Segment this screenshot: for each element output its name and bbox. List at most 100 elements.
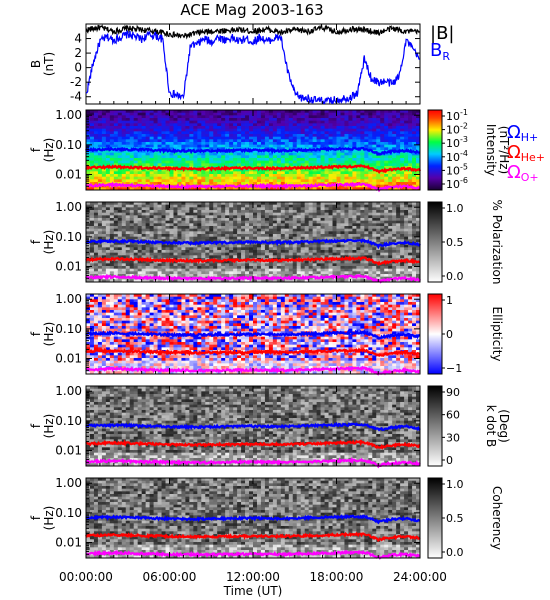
freq-tick-label: 1.00 — [55, 476, 82, 490]
colorbar-tick-base: 10 — [446, 124, 460, 137]
gyro-legend-o-main: Ω — [507, 162, 521, 183]
legend-br-sub: R — [442, 50, 450, 63]
colorbar-tick-exp: -2 — [460, 122, 468, 131]
colorbar — [427, 477, 443, 559]
colorbar-tick-label: 1.0 — [446, 202, 464, 215]
colorbar-tick-base: 1.0 — [446, 202, 464, 215]
colorbar-tick-base: 0.5 — [446, 236, 464, 249]
colorbar-tick-label: 10-4 — [446, 149, 468, 164]
freq-tick-label: 0.01 — [55, 168, 82, 182]
gyro-line-he — [85, 531, 421, 543]
colorbar-tick-base: 0 — [446, 454, 453, 467]
gyro-line-he — [85, 164, 422, 175]
series-line-bmag — [86, 24, 420, 40]
colorbar-label: Coherency — [490, 486, 504, 550]
colorbar-tick-label: 10-1 — [446, 108, 468, 123]
spectral-ylabel: f — [29, 515, 43, 520]
gyro-line-he — [85, 439, 421, 450]
colorbar-tick-base: 0.5 — [446, 512, 464, 525]
freq-tick-label: 1.00 — [55, 384, 82, 398]
colorbar-tick-base: 90 — [446, 386, 460, 399]
freq-tick-label: 0.01 — [55, 536, 82, 550]
spectral-ylabel: f — [29, 331, 43, 336]
x-tick-label: 24:00:00 — [393, 570, 447, 584]
spectral-ylabel: f — [29, 147, 43, 152]
colorbar-tick-base: 0.0 — [446, 546, 464, 559]
colorbar-tick-base: 1 — [446, 294, 453, 307]
colorbar-tick-label: 90 — [446, 386, 460, 399]
colorbar-tick-base: 0 — [446, 328, 453, 341]
gyro-legend-he: ΩHe+ — [507, 142, 545, 164]
spectral-ylabel: f — [29, 239, 43, 244]
colorbar-tick-base: 1.0 — [446, 478, 464, 491]
colorbar-label-unit: (Deg) — [497, 409, 511, 443]
x-tick-label: 18:00:00 — [310, 570, 364, 584]
spectrogram — [86, 478, 421, 559]
colorbar-label: k dot B — [484, 405, 498, 447]
spectral-panel-1: 1.000.100.01f (Hz)10-110-210-310-410-510-… — [29, 108, 511, 193]
colorbar-tick-label: 10-2 — [446, 122, 468, 137]
colorbar-tick-base: 10 — [446, 137, 460, 150]
colorbar-tick-label: −1 — [446, 362, 462, 375]
freq-tick-label: 0.01 — [55, 444, 82, 458]
colorbar-tick-label: 0.5 — [446, 236, 464, 249]
freq-tick-label: 0.10 — [55, 230, 82, 244]
colorbar-tick-label: 1.0 — [446, 478, 464, 491]
spectral-panel-4: 1.00 0.10 0.01 f (Hz) 90 60 30 0 k dot B (Deg) — [29, 384, 511, 469]
series-line-br — [86, 30, 420, 104]
spectral-yunit: (Hz) — [42, 414, 56, 439]
colorbar-tick-label: 0.0 — [446, 546, 464, 559]
x-tick-label: 00:00:00 — [59, 570, 113, 584]
colorbar-tick-exp: -3 — [460, 135, 468, 144]
spectral-panel-5: 1.00 0.10 0.01 f (Hz) 1.0 0.5 0.0 Coherency — [29, 476, 504, 560]
colorbar-tick-label: 0 — [446, 454, 453, 467]
colorbar-tick-exp: -6 — [460, 176, 468, 185]
colorbar-tick-label: 10-3 — [446, 135, 468, 150]
colorbar-tick-exp: -1 — [460, 108, 468, 117]
x-axis: 00:00:00 06:00:00 12:00:00 18:00:00 24:0… — [59, 24, 447, 598]
gyro-legend-o-sub: O+ — [521, 171, 539, 184]
panel1-y-ticks: 420-2-4 — [70, 32, 420, 104]
colorbar-label: Ellipticity — [490, 307, 504, 362]
legend-br: BR — [430, 40, 450, 63]
gyro-legend-h-sub: H+ — [521, 131, 539, 144]
colorbar-tick-label: 10-5 — [446, 162, 468, 177]
colorbar — [427, 385, 443, 467]
gyro-legend: Ω H+ ΩHe+ ΩO+ — [507, 122, 545, 184]
figure-title: ACE Mag 2003-163 — [180, 1, 323, 19]
colorbar-tick-base: 10 — [446, 151, 460, 164]
spectrogram — [86, 294, 421, 375]
panel1-series — [86, 24, 420, 104]
colorbar-label: % Polarization — [490, 200, 504, 285]
freq-tick-label: 0.01 — [55, 260, 82, 274]
colorbar-label: Intensity — [484, 124, 498, 176]
panel1-ylabel: B — [29, 60, 43, 68]
x-tick-label: 06:00:00 — [143, 570, 197, 584]
freq-tick-label: 1.00 — [55, 200, 82, 214]
spectral-yunit: (Hz) — [42, 230, 56, 255]
colorbar-tick-base: 30 — [446, 431, 460, 444]
legend-bmag: |B| — [430, 23, 454, 44]
panel-magnetic-field: 420-2-4 B (nT) |B| BR — [29, 23, 454, 105]
gyro-line-h — [85, 238, 421, 250]
colorbar-tick-base: 60 — [446, 409, 460, 422]
gyro-legend-o: ΩO+ — [507, 162, 539, 184]
gyro-line-he — [85, 255, 421, 266]
colorbar — [427, 293, 443, 375]
colorbar-tick-exp: -4 — [460, 149, 468, 158]
colorbar-tick-base: 10 — [446, 178, 460, 191]
panel1-yunit: (nT) — [42, 52, 56, 76]
freq-tick-label: 1.00 — [55, 108, 82, 122]
gyro-line-he — [85, 347, 421, 358]
colorbar-label-unit: (nT²/Hz) — [497, 126, 511, 174]
freq-tick-label: 0.10 — [55, 138, 82, 152]
spectral-panels: 1.000.100.01f (Hz)10-110-210-310-410-510-… — [29, 108, 511, 560]
colorbar-tick-label: 0.0 — [446, 270, 464, 283]
freq-tick-label: 1.00 — [55, 292, 82, 306]
gyro-line-h — [85, 146, 421, 157]
colorbar-tick-label: 0.5 — [446, 512, 464, 525]
freq-tick-label: 0.01 — [55, 352, 82, 366]
freq-tick-label: 0.10 — [55, 506, 82, 520]
panel1-y-tick-label: -4 — [70, 90, 82, 104]
